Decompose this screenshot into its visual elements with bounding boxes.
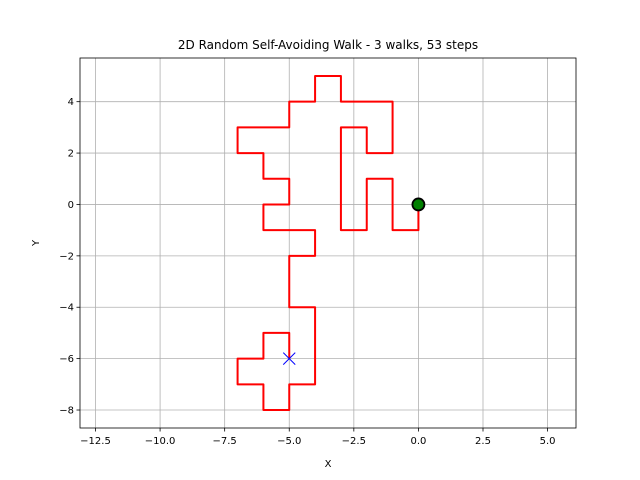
y-tick-label: −2 bbox=[59, 251, 74, 262]
y-axis-label: Y bbox=[31, 239, 42, 247]
series-group bbox=[236, 74, 420, 412]
chart-title: 2D Random Self-Avoiding Walk - 3 walks, … bbox=[178, 38, 478, 52]
walk-path bbox=[236, 74, 420, 412]
y-tick-label: 0 bbox=[68, 200, 74, 211]
x-tick-label: −2.5 bbox=[342, 436, 366, 447]
x-tick-label: −5.0 bbox=[277, 436, 301, 447]
x-axis-ticks: −12.5 −10.0 −7.5 −5.0 −2.5 0.0 2.5 5.0 bbox=[80, 428, 556, 447]
x-tick-label: −7.5 bbox=[213, 436, 237, 447]
y-tick-label: −6 bbox=[59, 354, 74, 365]
y-axis-ticks: −8 −6 −4 −2 0 2 4 bbox=[59, 97, 80, 417]
end-marker bbox=[282, 352, 296, 365]
x-tick-label: 2.5 bbox=[475, 436, 491, 447]
markers-group bbox=[282, 197, 426, 365]
x-tick-label: −10.0 bbox=[145, 436, 176, 447]
x-tick-label: −12.5 bbox=[80, 436, 111, 447]
y-tick-label: −4 bbox=[59, 303, 74, 314]
y-tick-label: −8 bbox=[59, 406, 74, 417]
x-tick-label: 0.0 bbox=[410, 436, 426, 447]
x-tick-label: 5.0 bbox=[540, 436, 556, 447]
start-marker bbox=[411, 197, 426, 212]
plot-frame bbox=[79, 57, 577, 429]
end-marker-stroke bbox=[282, 352, 296, 365]
y-tick-label: 2 bbox=[68, 149, 74, 160]
x-axis-label: X bbox=[325, 459, 332, 470]
y-tick-label: 4 bbox=[68, 97, 74, 108]
grid bbox=[80, 58, 576, 428]
